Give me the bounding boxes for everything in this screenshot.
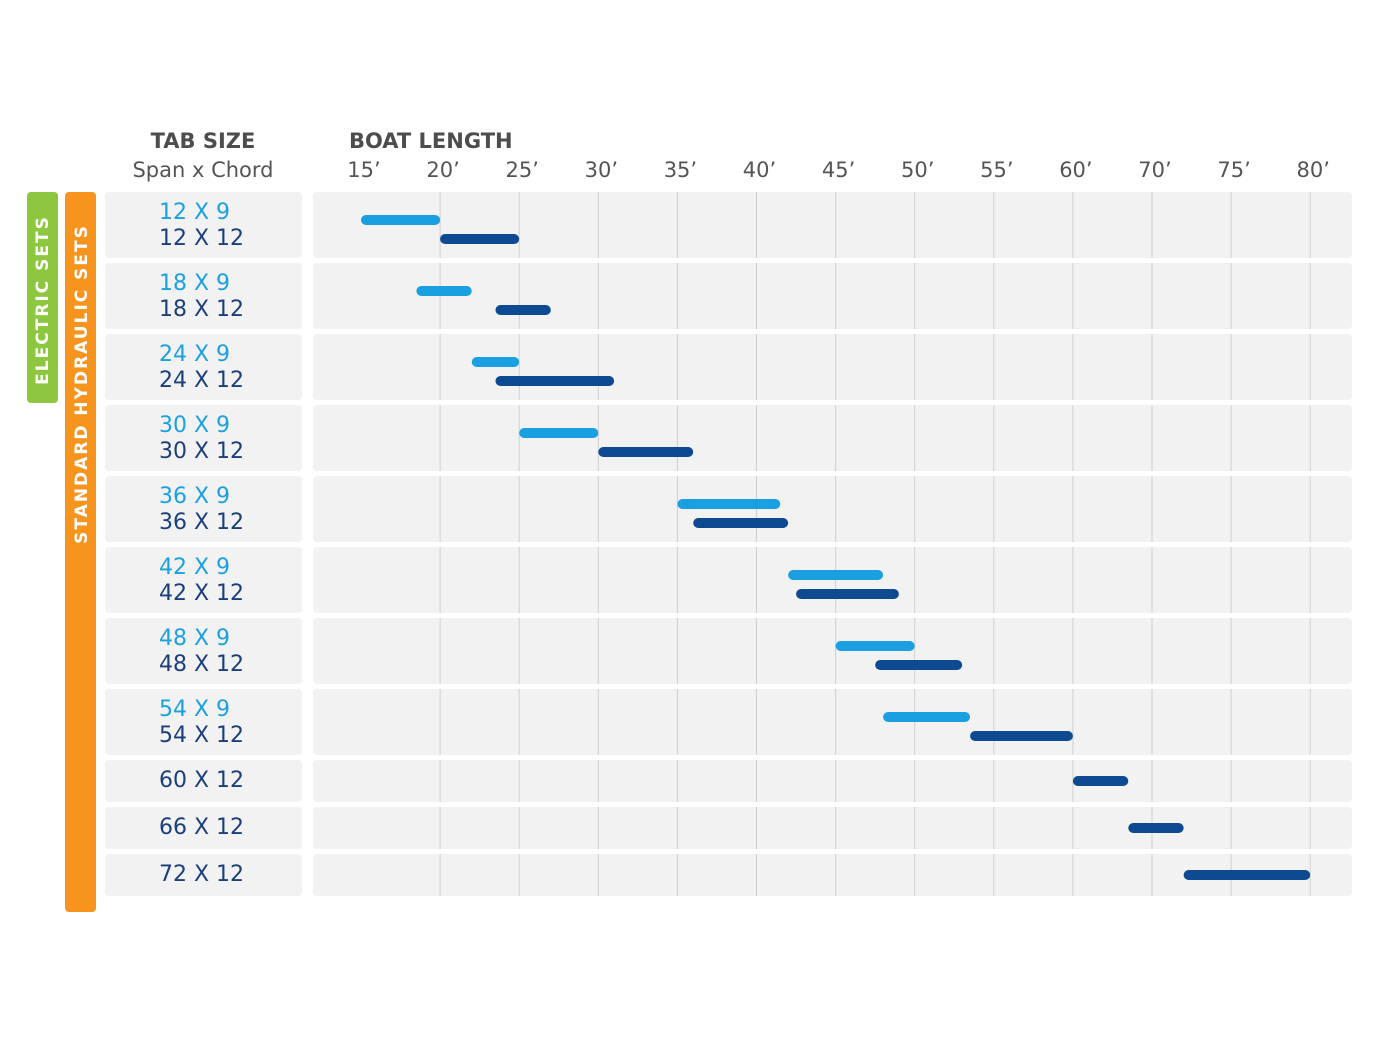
group-band (65, 192, 96, 912)
row-label: 54 X 12 (159, 723, 244, 748)
row-label: 42 X 9 (159, 555, 230, 580)
row-label: 48 X 9 (159, 626, 230, 651)
x-tick-label: 50’ (901, 158, 934, 182)
row-label: 66 X 12 (159, 815, 244, 840)
row-panel (313, 192, 1352, 258)
label-header: TAB SIZE (151, 129, 256, 153)
row-panel (313, 689, 1352, 755)
x-tick-label: 15’ (347, 158, 380, 182)
group-label: STANDARD HYDRAULIC SETS (72, 224, 92, 544)
x-tick-label: 20’ (426, 158, 459, 182)
row-label: 30 X 12 (159, 439, 244, 464)
row-panel (313, 263, 1352, 329)
label-panel (105, 760, 302, 802)
row-label: 24 X 12 (159, 368, 244, 393)
row-label: 30 X 9 (159, 413, 230, 438)
label-panel (105, 547, 302, 613)
row-label: 54 X 9 (159, 697, 230, 722)
row-label: 24 X 9 (159, 342, 230, 367)
row-panel (313, 618, 1352, 684)
x-tick-label: 70’ (1138, 158, 1171, 182)
x-tick-label: 35’ (664, 158, 697, 182)
row-panel (313, 405, 1352, 471)
x-tick-label: 80’ (1296, 158, 1329, 182)
label-panel (105, 334, 302, 400)
group-label: ELECTRIC SETS (33, 215, 53, 385)
label-panel (105, 192, 302, 258)
row-label: 12 X 12 (159, 226, 244, 251)
row-panel (313, 854, 1352, 896)
x-tick-label: 60’ (1059, 158, 1092, 182)
x-tick-label: 40’ (743, 158, 776, 182)
row-panel (313, 807, 1352, 849)
label-panel (105, 807, 302, 849)
row-label: 12 X 9 (159, 200, 230, 225)
row-panel (313, 760, 1352, 802)
label-panel (105, 854, 302, 896)
row-label: 36 X 9 (159, 484, 230, 509)
group-band (27, 192, 58, 403)
row-label: 42 X 12 (159, 581, 244, 606)
x-tick-label: 25’ (505, 158, 538, 182)
label-panel (105, 476, 302, 542)
row-label: 72 X 12 (159, 862, 244, 887)
row-label: 18 X 9 (159, 271, 230, 296)
label-panel (105, 618, 302, 684)
row-label: 18 X 12 (159, 297, 244, 322)
x-tick-label: 45’ (822, 158, 855, 182)
label-panel (105, 689, 302, 755)
x-tick-label: 30’ (585, 158, 618, 182)
x-tick-label: 55’ (980, 158, 1013, 182)
label-subheader: Span x Chord (132, 158, 273, 182)
row-label: 36 X 12 (159, 510, 244, 535)
x-axis-title: BOAT LENGTH (349, 129, 513, 153)
label-panel (105, 405, 302, 471)
label-panel (105, 263, 302, 329)
row-label: 60 X 12 (159, 768, 244, 793)
row-panel (313, 476, 1352, 542)
row-panel (313, 334, 1352, 400)
row-label: 48 X 12 (159, 652, 244, 677)
x-tick-label: 75’ (1217, 158, 1250, 182)
